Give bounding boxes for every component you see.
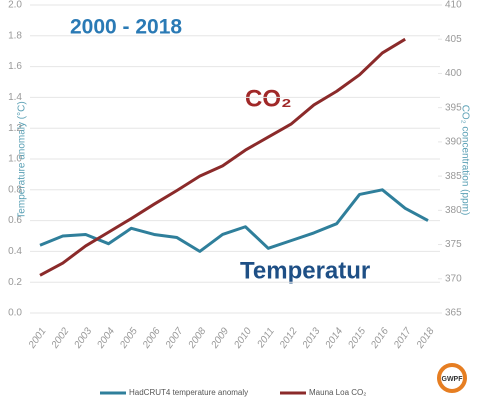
y2-tick-label: 410 [445,0,462,11]
x-tick-label: 2006 [140,326,163,352]
logo: GWPF [442,376,464,383]
y2-tick-label: 385 [445,171,462,182]
y2-tick-label: 390 [445,137,462,148]
co2-annotation: CO₂ [245,85,292,112]
x-tick-label: 2007 [163,326,186,352]
legend-label: Mauna Loa CO₂ [309,388,366,397]
x-tick-label: 2008 [186,326,209,352]
x-tick-label: 2017 [391,326,414,352]
x-tick-label: 2001 [26,326,48,351]
x-tick-label: 2003 [72,326,95,352]
x-tick-label: 2015 [346,326,369,352]
y-tick-label: 0.8 [8,184,22,195]
temperature-annotation: Temperatur [240,257,370,284]
y2-tick-label: 370 [445,273,462,284]
y-tick-label: 0.0 [8,308,22,319]
y2-axis-label: CO₂ concentration (ppm) [459,105,470,216]
x-tick-label: 2016 [369,326,392,352]
series-line [39,37,406,277]
x-tick-label: 2009 [209,326,232,352]
x-tick-label: 2004 [95,326,118,352]
logo-ring [437,363,467,393]
y2-tick-label: 400 [445,68,462,79]
y2-tick-label: 375 [445,239,462,250]
x-tick-label: 2010 [232,326,255,352]
y-axis-label: Temperature anomaly (°C) [17,101,28,218]
period-annotation: 2000 - 2018 [70,16,182,39]
y-tick-label: 2.0 [8,0,22,11]
x-tick-label: 2013 [300,326,323,352]
y-tick-label: 1.6 [8,61,22,72]
x-tick-label: 2005 [118,326,141,352]
x-tick-label: 2014 [323,326,346,352]
y-tick-label: 1.4 [8,92,22,103]
y2-tick-label: 395 [445,102,462,113]
series-line [39,188,429,253]
x-tick-label: 2018 [414,326,437,352]
y-tick-label: 0.4 [8,246,22,257]
x-tick-label: 2012 [277,326,300,352]
y-tick-label: 1.2 [8,123,22,134]
legend-label: HadCRUT4 temperature anomaly [129,388,248,397]
y-tick-label: 0.2 [8,277,22,288]
y-tick-label: 0.6 [8,215,22,226]
y-tick-label: 1.0 [8,154,22,165]
y2-tick-label: 365 [445,308,462,319]
y2-tick-label: 380 [445,205,462,216]
y2-tick-label: 405 [445,34,462,45]
x-tick-label: 2002 [49,326,72,352]
y-tick-label: 1.8 [8,30,22,41]
x-tick-label: 2011 [255,326,277,351]
